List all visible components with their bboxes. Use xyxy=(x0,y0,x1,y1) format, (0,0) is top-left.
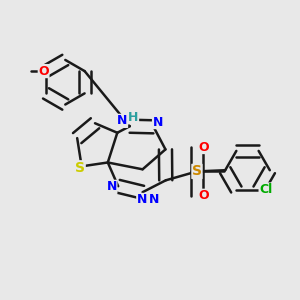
Text: H: H xyxy=(128,111,139,124)
Text: S: S xyxy=(75,161,85,175)
Text: Cl: Cl xyxy=(259,183,272,196)
Text: N: N xyxy=(152,116,163,129)
Text: N: N xyxy=(106,180,117,194)
Text: O: O xyxy=(38,64,49,78)
Text: N: N xyxy=(117,114,128,128)
Text: N: N xyxy=(137,194,147,206)
Text: N: N xyxy=(149,194,160,206)
Text: O: O xyxy=(198,189,209,202)
Text: S: S xyxy=(192,164,202,178)
Text: O: O xyxy=(198,140,209,154)
